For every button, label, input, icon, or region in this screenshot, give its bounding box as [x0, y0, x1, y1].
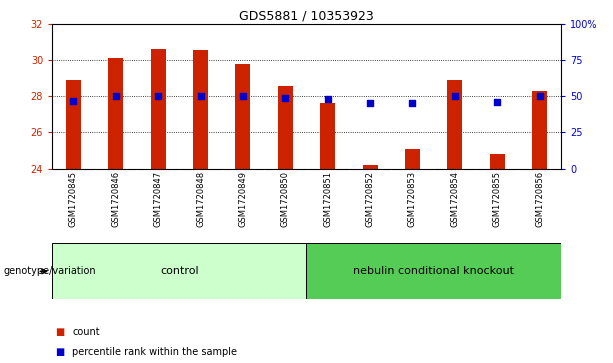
Text: control: control [160, 266, 199, 276]
Point [365, 101, 375, 106]
Bar [193, 50, 208, 169]
Text: genotype/variation: genotype/variation [3, 266, 96, 276]
Bar [66, 80, 81, 169]
Text: GSM1720845: GSM1720845 [69, 171, 78, 227]
Point [238, 93, 248, 99]
Text: GSM1720854: GSM1720854 [451, 171, 459, 227]
Bar [490, 154, 504, 169]
Point [69, 98, 78, 103]
Bar [320, 102, 335, 169]
Text: GSM1720850: GSM1720850 [281, 171, 290, 227]
Text: GSM1720855: GSM1720855 [493, 171, 502, 227]
Text: GSM1720852: GSM1720852 [365, 171, 375, 227]
Point [280, 95, 290, 101]
Point [450, 93, 460, 99]
Text: count: count [72, 327, 100, 337]
Point [196, 93, 205, 99]
Text: GSM1720846: GSM1720846 [111, 171, 120, 227]
Bar [278, 86, 293, 169]
Text: GSM1720847: GSM1720847 [154, 171, 162, 227]
Point [408, 101, 417, 106]
Bar [235, 65, 250, 169]
Text: GSM1720848: GSM1720848 [196, 171, 205, 227]
Text: percentile rank within the sample: percentile rank within the sample [72, 347, 237, 357]
Text: ■: ■ [55, 347, 64, 357]
Text: GSM1720856: GSM1720856 [535, 171, 544, 227]
Bar [405, 149, 420, 169]
Text: GSM1720849: GSM1720849 [238, 171, 248, 227]
Bar [306, 243, 561, 299]
Text: nebulin conditional knockout: nebulin conditional knockout [353, 266, 514, 276]
Point [153, 93, 163, 99]
Point [535, 93, 544, 99]
Text: ■: ■ [55, 327, 64, 337]
Point [323, 96, 333, 102]
Text: GSM1720851: GSM1720851 [323, 171, 332, 227]
Bar [151, 49, 166, 169]
Bar [109, 58, 123, 169]
Bar [52, 243, 306, 299]
Point [492, 99, 502, 105]
Bar [532, 91, 547, 169]
Bar [363, 165, 378, 169]
Text: GSM1720853: GSM1720853 [408, 171, 417, 227]
Title: GDS5881 / 10353923: GDS5881 / 10353923 [239, 9, 374, 23]
Point [111, 93, 121, 99]
Bar [447, 80, 462, 169]
